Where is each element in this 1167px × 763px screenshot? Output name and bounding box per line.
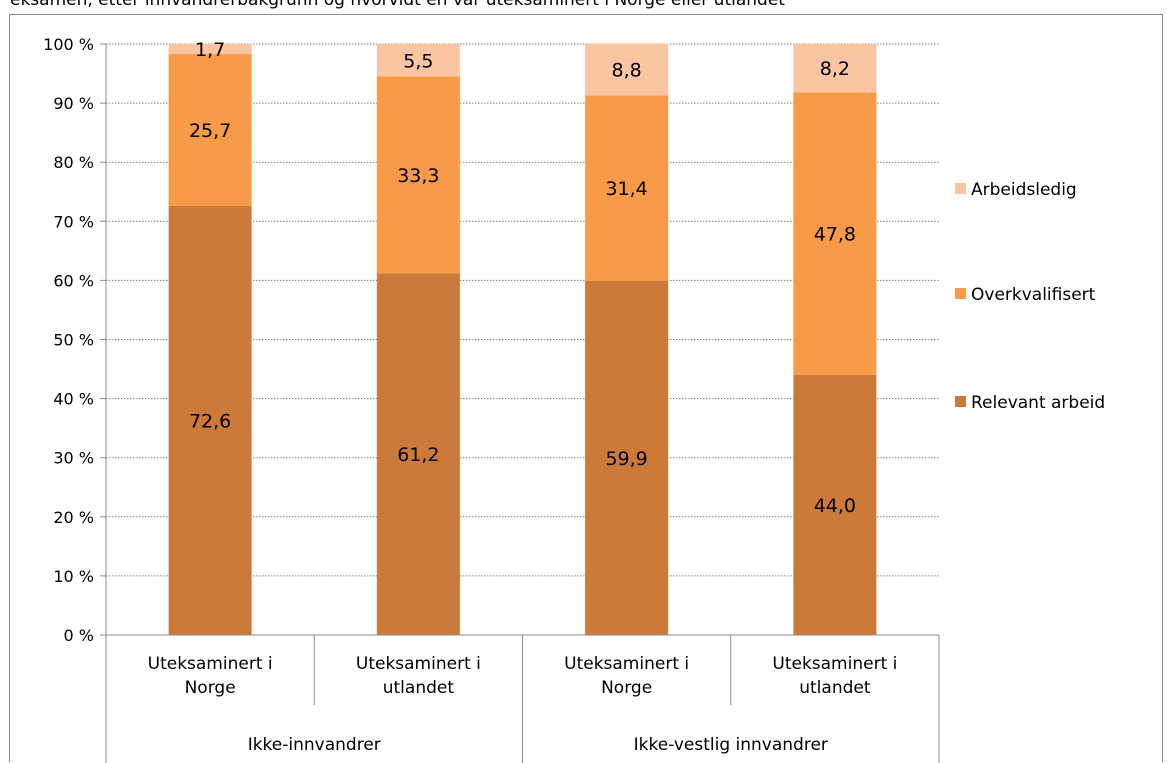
y-tick-label: 10 % [53, 567, 94, 586]
x-tick-label: Uteksaminert i [564, 654, 689, 674]
bar-segment [793, 374, 877, 635]
y-tick-label: 80 % [53, 153, 94, 172]
legend-swatch [955, 183, 966, 194]
bar-segment [376, 76, 460, 274]
y-tick-label: 70 % [53, 212, 94, 231]
data-label: 31,4 [605, 178, 647, 200]
x-tick-label: Uteksaminert i [148, 654, 273, 674]
legend-label: Relevant arbeid [971, 393, 1105, 413]
y-tick-label: 50 % [53, 331, 94, 350]
data-label: 61,2 [397, 444, 439, 466]
legend-label: Overkvalifisert [971, 285, 1096, 305]
chart-title: eksamen, etter innvandrerbakgrunn og hvo… [10, 0, 785, 10]
bar-segment [168, 205, 252, 635]
bar-segment [793, 92, 877, 375]
data-label: 33,3 [397, 165, 439, 187]
x-tick-label: Norge [185, 678, 236, 698]
bar-segment [585, 280, 669, 635]
x-tick-label: Uteksaminert i [356, 654, 481, 674]
y-tick-label: 90 % [53, 94, 94, 113]
y-tick-label: 100 % [43, 35, 94, 54]
data-label: 44,0 [814, 495, 856, 517]
bar-segment [793, 44, 877, 93]
bar-segment [585, 95, 669, 281]
x-tick-label: Norge [601, 678, 652, 698]
y-tick-label: 20 % [53, 508, 94, 527]
bar-segment [585, 43, 669, 96]
data-label: 8,2 [820, 58, 850, 80]
x-tick-label: Uteksaminert i [772, 654, 897, 674]
data-label: 25,7 [189, 120, 231, 142]
legend-swatch [955, 288, 966, 299]
x-tick-label: utlandet [799, 678, 871, 698]
data-label: 59,9 [605, 448, 647, 470]
bar-segment [376, 273, 460, 635]
legend-label: Arbeidsledig [971, 180, 1077, 200]
y-tick-label: 30 % [53, 449, 94, 468]
data-label: 47,8 [814, 224, 856, 246]
chart-frame [9, 14, 1163, 762]
x-tick-label: utlandet [383, 678, 455, 698]
data-label: 5,5 [403, 50, 433, 72]
bar-segment [376, 44, 460, 77]
y-tick-label: 60 % [53, 271, 94, 290]
x-group-label: Ikke-vestlig innvandrer [634, 735, 828, 755]
bar-segment [168, 44, 252, 55]
bar-segment [168, 54, 252, 206]
data-label: 8,8 [612, 59, 642, 81]
data-label: 1,7 [195, 39, 225, 61]
y-tick-label: 0 % [64, 626, 94, 645]
legend-swatch [955, 396, 966, 407]
x-group-label: Ikke-innvandrer [248, 735, 381, 755]
data-label: 72,6 [189, 410, 231, 432]
y-tick-label: 40 % [53, 390, 94, 409]
